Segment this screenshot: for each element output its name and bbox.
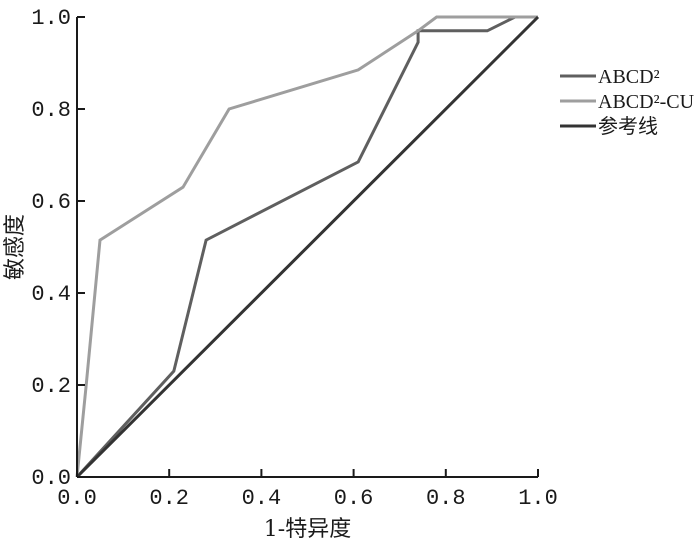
y-axis-title: 敏感度 xyxy=(3,214,28,280)
x-tick-label: 0.8 xyxy=(426,486,466,511)
y-axis-ticks: 0.0 0.2 0.4 0.6 0.8 1.0 xyxy=(31,6,85,491)
legend-label-0: ABCD² xyxy=(598,66,660,88)
y-tick-label: 0.6 xyxy=(31,190,71,215)
y-tick-label: 0.0 xyxy=(31,466,71,491)
x-tick-label: 0.4 xyxy=(242,486,282,511)
y-tick-label: 0.8 xyxy=(31,98,71,123)
y-tick-label: 0.4 xyxy=(31,282,71,307)
x-axis-ticks: 0.0 0.2 0.4 0.6 0.8 1.0 xyxy=(57,469,558,511)
series-line-2 xyxy=(75,15,540,479)
y-tick-label: 1.0 xyxy=(31,6,71,31)
legend-label-2: 参考线 xyxy=(598,115,658,138)
y-tick-label: 0.2 xyxy=(31,374,71,399)
series-line-1 xyxy=(75,15,538,478)
x-tick-label: 0.6 xyxy=(334,486,374,511)
x-tick-label: 0.2 xyxy=(149,486,189,511)
legend-label-1: ABCD²-CU xyxy=(598,91,695,113)
series-line-0 xyxy=(75,15,538,479)
plot-lines xyxy=(75,15,540,479)
x-axis-title: 1-特异度 xyxy=(264,517,351,542)
x-tick-label: 0.0 xyxy=(57,486,97,511)
x-tick-label: 1.0 xyxy=(518,486,558,511)
